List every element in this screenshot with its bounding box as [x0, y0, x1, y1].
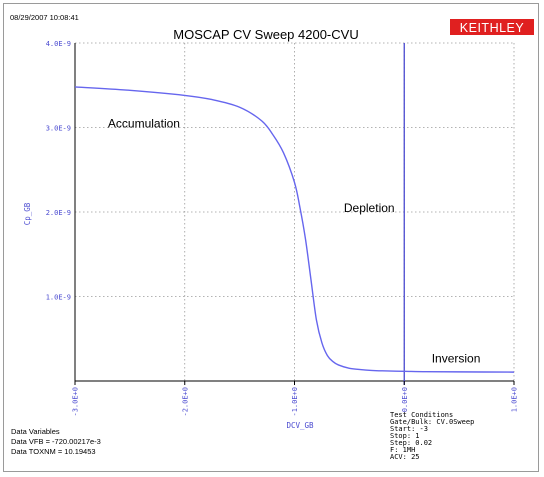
region-annotation: Depletion — [344, 201, 395, 215]
y-tick-label: 1.0E-9 — [46, 294, 71, 302]
data-variable-toxnm: Data TOXNM = 10.19453 — [11, 447, 96, 456]
grid — [74, 42, 515, 381]
y-tick-label: 2.0E-9 — [46, 209, 71, 217]
y-axis-label: Cp_GB — [23, 202, 32, 225]
region-annotation: Accumulation — [108, 117, 180, 131]
axes — [74, 43, 515, 385]
data-variables-block: Data Variables Data VFB = -720.00217e-3 … — [11, 427, 101, 456]
data-variables-title: Data Variables — [11, 427, 60, 436]
x-tick-label: 1.0E+0 — [511, 387, 519, 412]
brand-logo: KEITHLEY — [450, 19, 534, 35]
chart-frame: 08/29/2007 10:08:41 MOSCAP CV Sweep 4200… — [3, 3, 539, 472]
data-variable-vfb: Data VFB = -720.00217e-3 — [11, 437, 101, 446]
cv-curve — [74, 86, 515, 373]
timestamp: 08/29/2007 10:08:41 — [10, 13, 79, 22]
brand-text: KEITHLEY — [460, 21, 525, 35]
annotations: Accumulation Depletion Inversion — [108, 117, 480, 366]
test-condition-start: Start: -3 — [390, 425, 428, 433]
region-annotation: Inversion — [432, 351, 481, 365]
series — [74, 86, 515, 373]
test-conditions-block: Test Conditions Gate/Bulk: CV.0Sweep Sta… — [390, 411, 474, 461]
tick-labels: -3.0E+0 -2.0E+0 -1.0E+0 0.0E+0 1.0E+0 1.0E-9 2… — [46, 40, 519, 417]
y-tick-label: 4.0E-9 — [46, 40, 71, 48]
test-condition-frequency: F: 1MH — [390, 446, 415, 454]
cv-chart: 08/29/2007 10:08:41 MOSCAP CV Sweep 4200… — [10, 13, 534, 461]
test-condition-stop: Stop: 1 — [390, 432, 420, 440]
x-tick-label: -2.0E+0 — [181, 387, 189, 417]
chart-title: MOSCAP CV Sweep 4200-CVU — [173, 27, 358, 42]
test-conditions-title: Test Conditions — [390, 411, 453, 419]
test-condition-gate-bulk: Gate/Bulk: CV.0Sweep — [390, 418, 474, 426]
test-condition-step: Step: 0.02 — [390, 439, 432, 447]
y-tick-label: 3.0E-9 — [46, 125, 71, 133]
x-tick-label: 0.0E+0 — [401, 387, 409, 412]
x-tick-label: -1.0E+0 — [291, 387, 299, 417]
x-axis-label: DCV_GB — [286, 421, 314, 430]
test-condition-acv: ACV: 25 — [390, 453, 420, 461]
x-tick-label: -3.0E+0 — [72, 387, 80, 417]
